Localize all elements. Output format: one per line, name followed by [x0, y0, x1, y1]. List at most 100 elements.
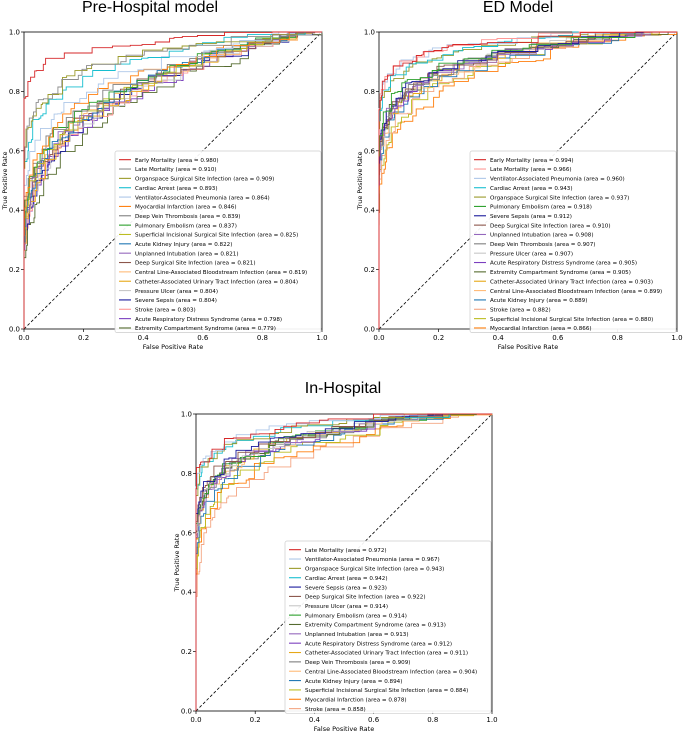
- legend-entry: Myocardial Infarction (area = 0.878): [305, 697, 407, 703]
- legend-entry: Extremity Compartment Syndrome (area = 0…: [305, 623, 446, 629]
- legend-entry: Catheter-Associated Urinary Tract Infect…: [490, 279, 653, 285]
- legend-entry: Deep Vein Thrombosis (area = 0.839): [135, 214, 240, 220]
- x-tick-label: 0.4: [493, 334, 505, 342]
- legend-entry: Myocardial Infarction (area = 0.846): [135, 205, 237, 211]
- roc-curve: [23, 31, 322, 329]
- x-axis-label: False Positive Rate: [314, 725, 374, 732]
- x-tick-label: 0.6: [552, 334, 564, 342]
- legend-entry: Acute Kidney Injury (area = 0.889): [490, 298, 587, 304]
- x-tick-label: 0.0: [373, 334, 384, 342]
- legend-entry: Deep Surgical Site Infection (area = 0.9…: [490, 223, 611, 229]
- x-tick-label: 0.0: [18, 334, 29, 342]
- legend-entry: Pressure Ulcer (area = 0.914): [305, 604, 388, 610]
- y-tick-label: 1.0: [364, 29, 375, 37]
- legend: Early Mortality (area = 0.980) Late Morta…: [114, 150, 322, 333]
- panel-title-prehospital: Pre-Hospital model: [81, 0, 219, 16]
- legend-entry: Organspace Surgical Site Infection (area…: [490, 195, 629, 201]
- legend-entry: Superficial Incisional Surgical Site Inf…: [490, 317, 653, 323]
- roc-curve: [195, 413, 492, 711]
- legend-entry: Cardiac Arrest (area = 0.893): [135, 186, 218, 192]
- roc-curve: [23, 31, 322, 329]
- y-tick-label: 0.2: [364, 266, 375, 274]
- legend-entry: Stroke (area = 0.882): [490, 307, 551, 313]
- legend-box: [469, 150, 677, 333]
- roc-curve: [195, 413, 492, 711]
- y-tick-label: 0.4: [364, 207, 376, 215]
- roc-curve: [23, 31, 322, 329]
- x-tick-label: 0.2: [433, 334, 444, 342]
- roc-curve: [23, 31, 322, 329]
- legend-entry: Severe Sepsis (area = 0.804): [135, 298, 217, 304]
- legend-entry: Deep Surgical Site Infection (area = 0.8…: [135, 261, 256, 267]
- legend-entry: Ventilator-Associated Pneumonia (area = …: [135, 195, 270, 201]
- y-tick-label: 0.8: [181, 470, 192, 478]
- x-tick-label: 0.4: [138, 334, 150, 342]
- y-tick-label: 0.4: [9, 207, 21, 215]
- legend-entry: Pulmonary Embolism (area = 0.914): [305, 613, 407, 619]
- x-tick-label: 0.8: [427, 716, 438, 724]
- legend-entry: Acute Respiratory Distress Syndrome (are…: [305, 641, 452, 647]
- legend-entry: Ventilator-Associated Pneumonia (area = …: [305, 557, 440, 563]
- roc-curve: [378, 31, 677, 329]
- y-axis-label: True Positive Rate: [173, 534, 181, 593]
- roc-curves: [23, 31, 323, 329]
- legend-entry: Unplanned Intubation (area = 0.913): [305, 632, 409, 638]
- x-tick-label: 1.0: [671, 334, 682, 342]
- legend-entry: Late Mortality (area = 0.966): [490, 167, 572, 173]
- x-tick-label: 1.0: [316, 334, 327, 342]
- x-tick-label: 1.0: [486, 716, 497, 724]
- legend-entry: Superficial Incisional Surgical Site Inf…: [135, 233, 298, 239]
- roc-curve: [195, 413, 492, 711]
- legend-entry: Severe Sepsis (area = 0.923): [305, 585, 387, 591]
- legend-entry: Stroke (area = 0.858): [305, 707, 366, 713]
- legend-entry: Late Mortality (area = 0.972): [305, 548, 387, 554]
- roc-curve: [23, 31, 322, 329]
- legend-entry: Organspace Surgical Site Infection (area…: [305, 567, 444, 573]
- x-tick-label: 0.0: [190, 716, 201, 724]
- legend-entry: Extremity Compartment Syndrome (area = 0…: [490, 270, 631, 276]
- legend-entry: Late Mortality (area = 0.910): [135, 167, 217, 173]
- legend-entry: Pressure Ulcer (area = 0.804): [135, 289, 218, 295]
- legend-entry: Deep Vein Thrombosis (area = 0.907): [490, 242, 595, 248]
- y-tick-label: 0.2: [9, 266, 20, 274]
- x-tick-label: 0.6: [197, 334, 209, 342]
- y-tick-label: 0.0: [364, 326, 375, 334]
- legend-entry: Ventilator-Associated Pneumonia (area = …: [490, 177, 625, 183]
- chart-panel-2: 0.0 0.2 0.4 0.6 0.8 1.0 0.0 0.2 0.4 0.6 0.8 1.0 Fals…: [173, 411, 498, 732]
- legend-entry: Central Line-Associated Bloodstream Infe…: [490, 289, 662, 295]
- y-tick-label: 1.0: [181, 411, 192, 419]
- roc-curve: [378, 31, 677, 329]
- legend-entry: Early Mortality (area = 0.980): [135, 158, 219, 164]
- legend-entry: Pulmonary Embolism (area = 0.918): [490, 205, 592, 211]
- legend-entry: Acute Respiratory Distress Syndrome (are…: [490, 261, 637, 267]
- y-tick-label: 0.6: [181, 529, 193, 537]
- roc-curve: [23, 31, 322, 329]
- legend-entry: Unplanned Intubation (area = 0.908): [490, 233, 594, 239]
- x-tick-label: 0.6: [368, 716, 380, 724]
- legend-entry: Deep Vein Thrombosis (area = 0.909): [305, 660, 410, 666]
- y-axis-label: True Positive Rate: [356, 152, 364, 211]
- legend-entry: Acute Kidney Injury (area = 0.894): [305, 679, 402, 685]
- legend-entry: Deep Surgical Site Infection (area = 0.9…: [305, 595, 426, 601]
- x-tick-label: 0.2: [250, 716, 261, 724]
- y-tick-label: 0.6: [9, 147, 21, 155]
- y-axis-label: True Positive Rate: [1, 152, 9, 211]
- roc-curve: [195, 413, 492, 711]
- roc-curves: [378, 31, 678, 329]
- chart-panel-1: 0.0 0.2 0.4 0.6 0.8 1.0 0.0 0.2 0.4 0.6 0.8 1.0 Fals…: [356, 29, 683, 352]
- legend-entry: Central Line-Associated Bloodstream Infe…: [305, 669, 477, 675]
- legend-entry: Unplanned Intubation (area = 0.821): [135, 251, 239, 257]
- legend-entry: Catheter-Associated Urinary Tract Infect…: [135, 279, 298, 285]
- legend-entry: Severe Sepsis (area = 0.912): [490, 214, 572, 220]
- roc-curve: [195, 413, 492, 711]
- legend-box: [284, 540, 492, 714]
- roc-curve: [378, 31, 677, 329]
- x-axis-label: False Positive Rate: [498, 343, 558, 351]
- x-tick-label: 0.4: [309, 716, 321, 724]
- roc-curve: [378, 31, 677, 329]
- legend-entry: Myocardial Infarction (area = 0.866): [490, 326, 592, 332]
- x-tick-label: 0.8: [257, 334, 268, 342]
- legend-entry: Cardiac Arrest (area = 0.942): [305, 576, 388, 582]
- roc-curve: [23, 31, 323, 329]
